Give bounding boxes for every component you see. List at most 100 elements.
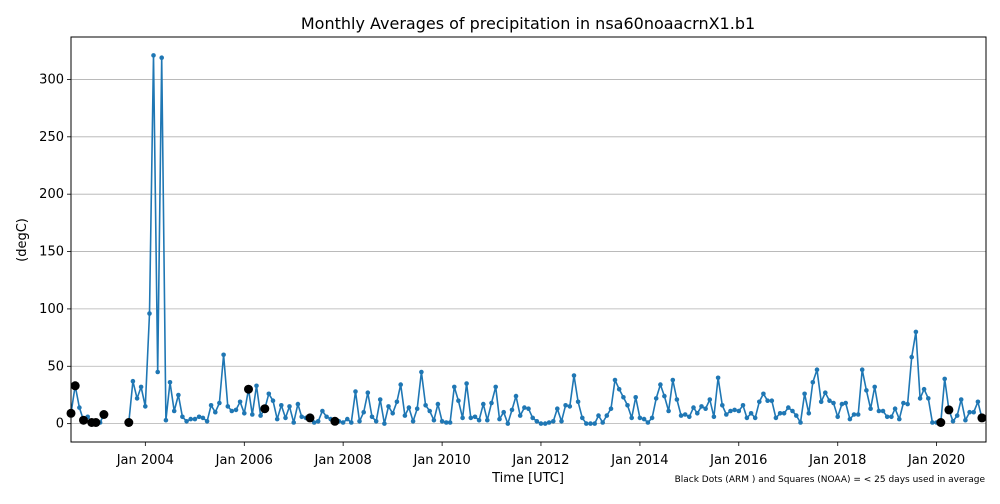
data-point <box>917 396 923 401</box>
data-point <box>143 404 148 409</box>
y-tick-label: 150 <box>39 245 64 260</box>
data-point <box>522 405 527 410</box>
flagged-points-layer <box>66 381 987 427</box>
data-point <box>274 416 280 422</box>
data-point <box>757 399 762 405</box>
data-point <box>802 391 807 397</box>
data-point <box>130 378 136 384</box>
data-point <box>658 382 663 387</box>
data-point <box>188 416 193 422</box>
data-point <box>736 408 742 414</box>
data-point <box>472 414 478 420</box>
data-point <box>699 404 704 409</box>
data-point <box>687 414 692 420</box>
data-point <box>786 405 791 410</box>
data-point <box>921 386 927 392</box>
x-tick-label: Jan 2014 <box>610 453 668 468</box>
data-point <box>612 377 618 383</box>
data-point <box>794 413 799 418</box>
data-point <box>975 399 981 405</box>
data-point <box>538 421 544 426</box>
data-point <box>864 388 869 393</box>
y-tick-label: 300 <box>39 72 64 87</box>
data-point <box>711 414 717 420</box>
y-axis: 0 50 100 150 200 250 300 <box>39 72 71 432</box>
data-point <box>402 413 408 418</box>
data-point <box>439 419 445 424</box>
data-point <box>575 399 581 405</box>
data-point <box>781 411 787 416</box>
data-point <box>954 413 960 418</box>
data-point <box>311 420 317 425</box>
data-point <box>930 420 935 425</box>
data-point <box>229 408 235 414</box>
data-point <box>752 415 758 421</box>
data-point <box>184 419 189 424</box>
footnote: Black Dots (ARM ) and Squares (NOAA) = <… <box>675 475 986 485</box>
y-tick-label: 250 <box>39 130 64 145</box>
data-point <box>134 396 140 401</box>
data-point <box>167 380 173 385</box>
data-point <box>291 420 297 425</box>
plot-area-frame <box>70 36 987 443</box>
data-point <box>320 408 325 414</box>
data-point <box>489 400 494 406</box>
data-point <box>509 407 515 413</box>
data-point <box>406 405 412 410</box>
flagged-point <box>977 413 987 423</box>
data-point <box>728 408 733 414</box>
data-point <box>200 415 206 421</box>
data-point <box>761 391 766 397</box>
data-point <box>588 421 593 426</box>
data-point <box>790 408 795 414</box>
x-tick-label: Jan 2012 <box>511 453 569 468</box>
data-point <box>254 383 259 389</box>
data-point <box>926 396 931 401</box>
x-tick-label: Jan 2008 <box>314 453 372 468</box>
series-line <box>128 54 983 425</box>
data-point <box>748 411 754 416</box>
flagged-point <box>260 404 270 414</box>
data-point <box>447 420 453 425</box>
data-point <box>452 384 457 390</box>
data-point <box>444 420 449 425</box>
x-tick-label: Jan 2020 <box>907 453 965 468</box>
x-axis-label: Time [UTC] <box>491 471 564 486</box>
data-point <box>534 419 540 424</box>
data-point <box>476 417 482 423</box>
data-point <box>546 420 552 425</box>
data-point <box>621 395 626 400</box>
data-point <box>279 403 284 408</box>
data-point <box>670 377 676 383</box>
data-point <box>176 392 181 398</box>
data-point <box>526 406 531 412</box>
gridlines <box>71 79 986 425</box>
flagged-point <box>70 381 80 391</box>
flagged-point <box>91 418 101 427</box>
data-point <box>414 406 420 412</box>
data-point <box>427 408 433 414</box>
data-point <box>225 404 231 409</box>
data-point <box>851 412 857 417</box>
flagged-point <box>99 410 109 419</box>
data-point <box>555 406 560 412</box>
data-point <box>382 421 387 426</box>
data-point <box>715 375 721 381</box>
data-point <box>394 399 400 405</box>
data-point <box>377 397 383 402</box>
data-point <box>662 393 667 399</box>
data-point <box>810 380 816 385</box>
data-point <box>163 417 169 423</box>
data-point <box>299 414 305 420</box>
data-point <box>905 401 910 407</box>
data-point <box>649 415 655 421</box>
data-point <box>884 414 890 420</box>
data-point <box>398 382 404 387</box>
data-point <box>892 406 898 412</box>
data-point <box>629 415 634 421</box>
data-point <box>897 416 902 422</box>
data-point <box>493 384 499 390</box>
x-tick-label: Jan 2010 <box>412 453 470 468</box>
data-point <box>345 416 350 422</box>
